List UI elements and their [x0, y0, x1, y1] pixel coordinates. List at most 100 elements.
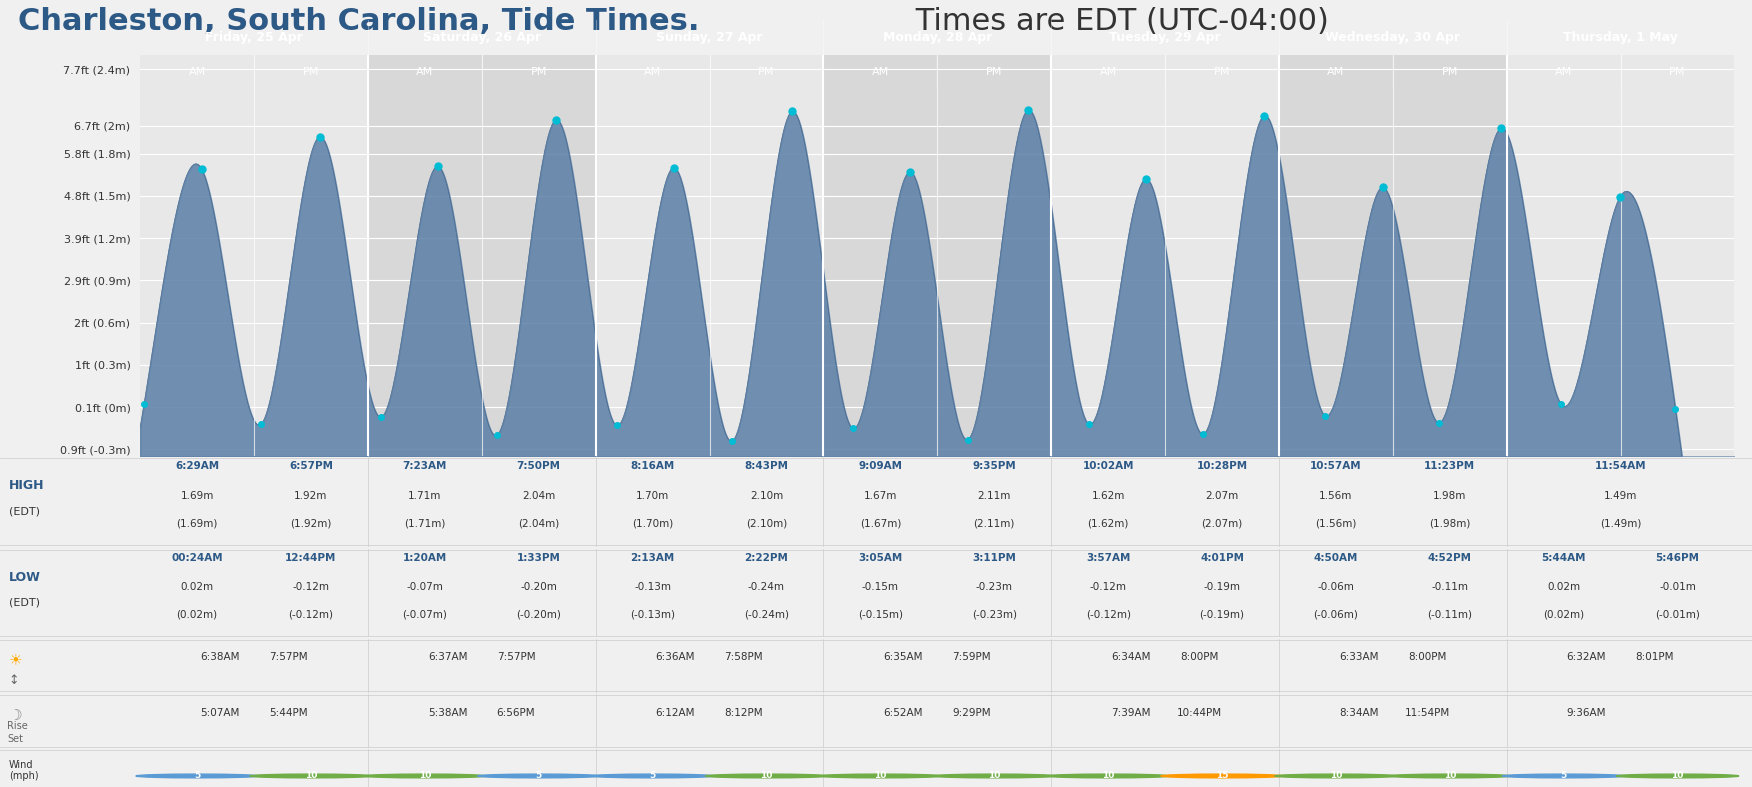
Text: -0.24m: -0.24m [748, 582, 785, 593]
Text: (-0.24m): (-0.24m) [745, 609, 788, 619]
Text: 4:01PM: 4:01PM [1200, 553, 1244, 563]
Circle shape [932, 774, 1055, 778]
Text: HIGH: HIGH [9, 479, 44, 492]
Text: Rise: Rise [7, 721, 28, 731]
Text: 2.11m: 2.11m [978, 491, 1011, 501]
Text: 10: 10 [305, 771, 317, 781]
Text: LOW: LOW [9, 571, 40, 584]
Bar [368, 55, 596, 456]
Text: 10: 10 [988, 771, 1000, 781]
Text: Charleston, South Carolina, Tide Times.: Charleston, South Carolina, Tide Times. [18, 7, 699, 36]
Circle shape [820, 774, 943, 778]
Text: 8:16AM: 8:16AM [631, 461, 675, 471]
Text: 5: 5 [650, 771, 655, 781]
Text: 6:52AM: 6:52AM [883, 708, 923, 718]
Text: PM: PM [531, 67, 547, 76]
Text: Saturday, 26 Apr: Saturday, 26 Apr [422, 31, 541, 44]
Text: 0.02m: 0.02m [1547, 582, 1580, 593]
Text: (1.71m): (1.71m) [405, 518, 445, 528]
Text: 5:46PM: 5:46PM [1656, 553, 1699, 563]
Text: 8:00PM: 8:00PM [1181, 652, 1218, 663]
Text: (1.70m): (1.70m) [632, 518, 673, 528]
Circle shape [1274, 774, 1396, 778]
Text: 0.02m: 0.02m [180, 582, 214, 593]
Text: (EDT): (EDT) [9, 597, 40, 608]
Bar [596, 55, 823, 456]
Text: AM: AM [872, 67, 888, 76]
Text: (-0.06m): (-0.06m) [1314, 609, 1358, 619]
Text: 6:29AM: 6:29AM [175, 461, 219, 471]
Text: (2.07m): (2.07m) [1202, 518, 1242, 528]
Text: 7:57PM: 7:57PM [268, 652, 308, 663]
Text: AM: AM [1556, 67, 1572, 76]
Text: -0.15m: -0.15m [862, 582, 899, 593]
Text: 6:37AM: 6:37AM [427, 652, 468, 663]
Text: 10: 10 [1102, 771, 1114, 781]
Text: 10: 10 [760, 771, 773, 781]
Text: (1.92m): (1.92m) [291, 518, 331, 528]
Text: 8:43PM: 8:43PM [745, 461, 788, 471]
Text: 1.70m: 1.70m [636, 491, 669, 501]
Text: 6:36AM: 6:36AM [655, 652, 696, 663]
Text: 1:33PM: 1:33PM [517, 553, 561, 563]
Text: (1.56m): (1.56m) [1316, 518, 1356, 528]
Text: PM: PM [759, 67, 774, 76]
Bar [1279, 55, 1507, 456]
Text: (2.10m): (2.10m) [746, 518, 787, 528]
Text: -0.01m: -0.01m [1659, 582, 1696, 593]
Text: 7:50PM: 7:50PM [517, 461, 561, 471]
Text: AM: AM [645, 67, 661, 76]
Circle shape [1501, 774, 1624, 778]
Text: 10: 10 [1330, 771, 1342, 781]
Text: 10: 10 [419, 771, 431, 781]
Text: AM: AM [1328, 67, 1344, 76]
Text: -0.12m: -0.12m [293, 582, 329, 593]
Text: 6:33AM: 6:33AM [1339, 652, 1379, 663]
Circle shape [1615, 774, 1738, 778]
Text: 7:58PM: 7:58PM [724, 652, 764, 663]
Text: 1:20AM: 1:20AM [403, 553, 447, 563]
Text: PM: PM [1214, 67, 1230, 76]
Text: 11:23PM: 11:23PM [1424, 461, 1475, 471]
Text: 10:02AM: 10:02AM [1083, 461, 1134, 471]
Text: 1.62m: 1.62m [1091, 491, 1125, 501]
Text: 9:09AM: 9:09AM [858, 461, 902, 471]
Text: Wind
(mph): Wind (mph) [9, 759, 39, 781]
Text: (1.69m): (1.69m) [177, 518, 217, 528]
Text: Sunday, 27 Apr: Sunday, 27 Apr [657, 31, 762, 44]
Text: 6:38AM: 6:38AM [200, 652, 240, 663]
Text: 9:36AM: 9:36AM [1566, 708, 1607, 718]
Circle shape [477, 774, 599, 778]
Text: 2:22PM: 2:22PM [745, 553, 788, 563]
Text: 3:11PM: 3:11PM [972, 553, 1016, 563]
Text: (0.02m): (0.02m) [177, 609, 217, 619]
Text: 5:44AM: 5:44AM [1542, 553, 1586, 563]
Text: Monday, 28 Apr: Monday, 28 Apr [883, 31, 992, 44]
Text: 10: 10 [1444, 771, 1456, 781]
Circle shape [592, 774, 715, 778]
Text: 4:52PM: 4:52PM [1428, 553, 1472, 563]
Text: AM: AM [1100, 67, 1116, 76]
Text: (0.02m): (0.02m) [1544, 609, 1584, 619]
Circle shape [364, 774, 487, 778]
Text: 7:59PM: 7:59PM [951, 652, 992, 663]
Text: 10: 10 [1671, 771, 1684, 781]
Text: Wednesday, 30 Apr: Wednesday, 30 Apr [1325, 31, 1461, 44]
Text: -0.07m: -0.07m [406, 582, 443, 593]
Text: 1.67m: 1.67m [864, 491, 897, 501]
Text: 3:57AM: 3:57AM [1086, 553, 1130, 563]
Text: -0.12m: -0.12m [1090, 582, 1127, 593]
Text: 2.07m: 2.07m [1205, 491, 1239, 501]
Text: (1.49m): (1.49m) [1600, 518, 1642, 528]
Text: (-0.23m): (-0.23m) [972, 609, 1016, 619]
Text: (1.62m): (1.62m) [1088, 518, 1128, 528]
Text: 10:57AM: 10:57AM [1310, 461, 1361, 471]
Text: (-0.12m): (-0.12m) [289, 609, 333, 619]
Text: 6:57PM: 6:57PM [289, 461, 333, 471]
Text: -0.19m: -0.19m [1204, 582, 1240, 593]
Text: 6:32AM: 6:32AM [1566, 652, 1607, 663]
Text: 4:50AM: 4:50AM [1314, 553, 1358, 563]
Text: AM: AM [417, 67, 433, 76]
Text: 8:00PM: 8:00PM [1409, 652, 1445, 663]
Text: 15: 15 [1216, 771, 1228, 781]
